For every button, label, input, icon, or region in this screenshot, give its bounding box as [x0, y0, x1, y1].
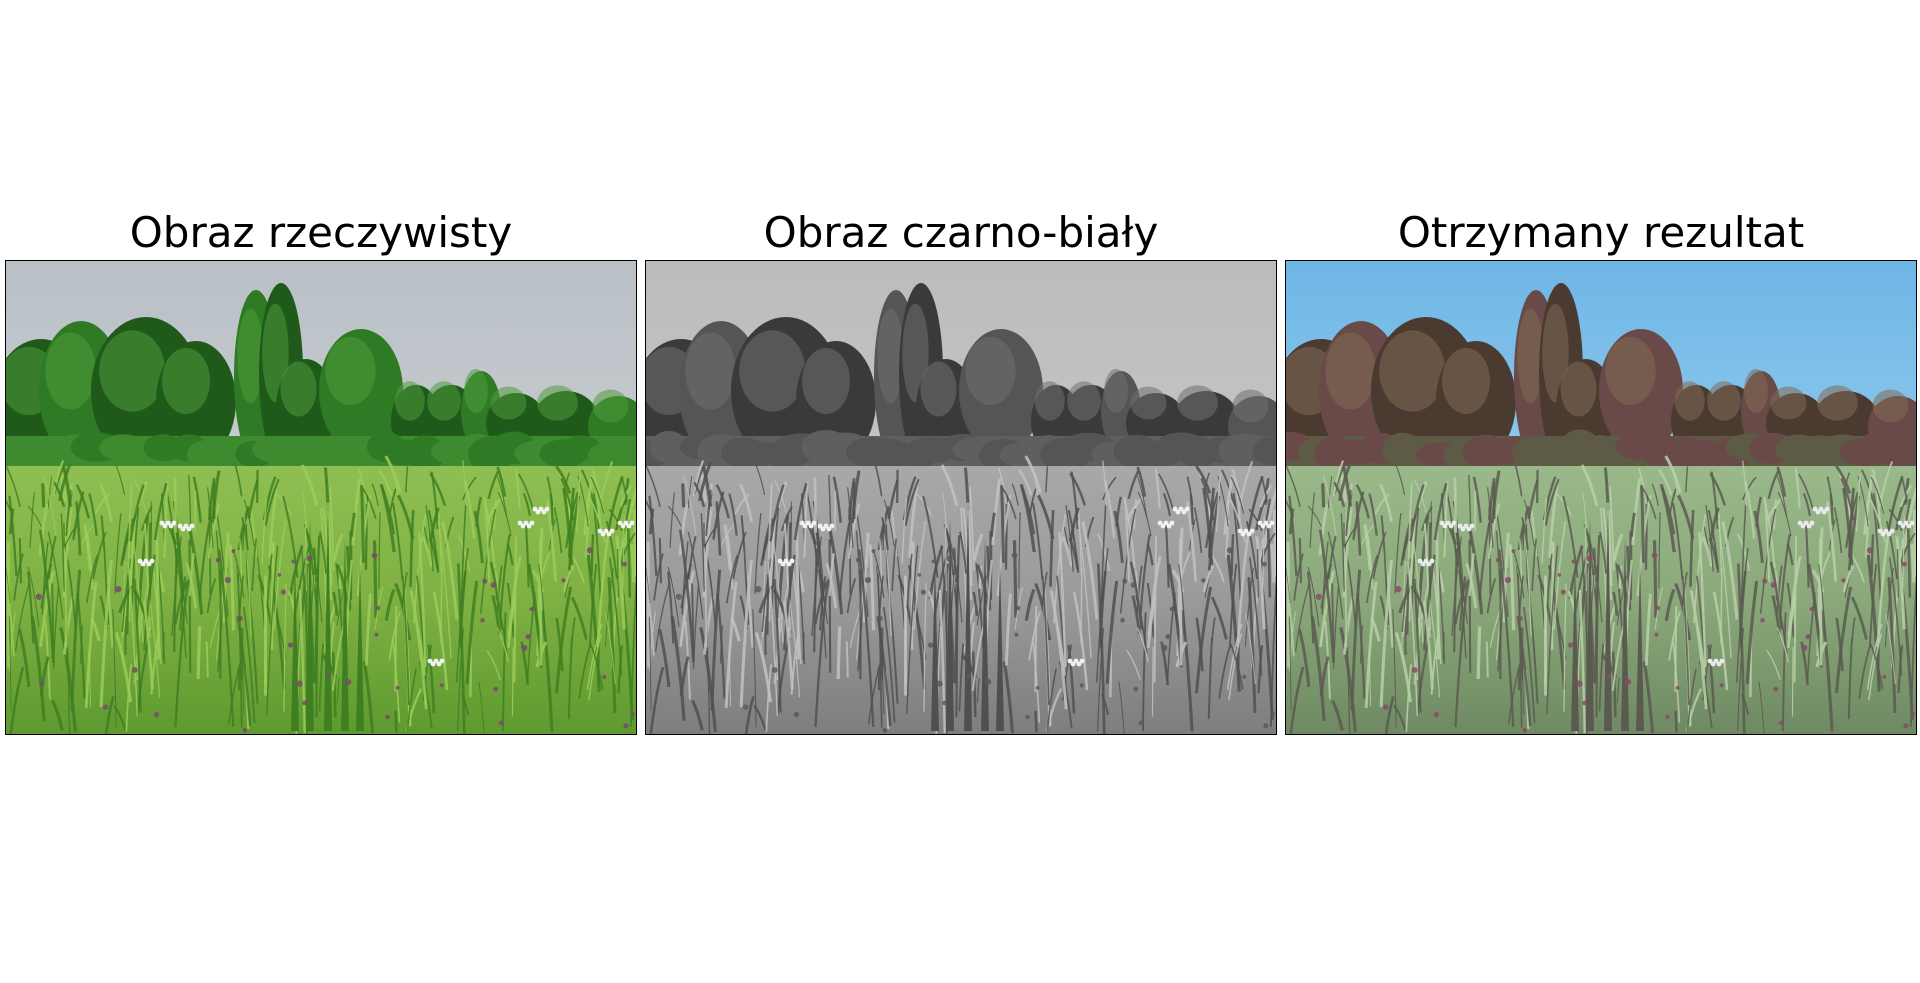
meadow-image [1286, 261, 1916, 734]
treeline [646, 283, 1276, 476]
grayscale-photo [645, 260, 1277, 735]
treeline [1286, 283, 1916, 476]
panel-title: Obraz czarno-biały [763, 208, 1159, 257]
grass-blades [646, 455, 1276, 734]
wildflowers [1315, 506, 1915, 733]
grass-blades [1286, 455, 1916, 734]
grass-blades [6, 455, 636, 734]
original-photo [5, 260, 637, 735]
meadow-image [6, 261, 636, 734]
treeline [6, 283, 636, 476]
panel-title: Otrzymany rezultat [1397, 208, 1805, 257]
wildflowers [675, 506, 1275, 733]
colorized-photo [1285, 260, 1917, 735]
meadow-image [646, 261, 1276, 734]
panel-title: Obraz rzeczywisty [129, 208, 513, 257]
wildflowers [35, 506, 635, 733]
